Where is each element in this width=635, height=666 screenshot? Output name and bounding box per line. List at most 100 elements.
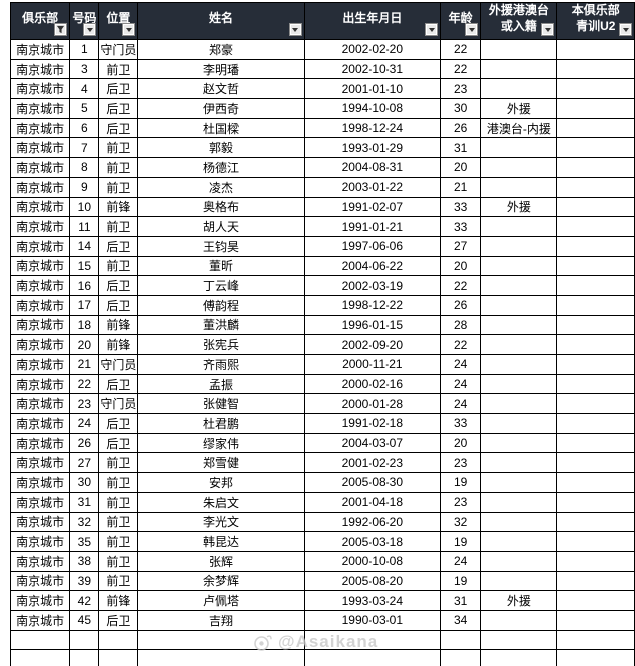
cell-number[interactable]: 21 (69, 354, 100, 375)
cell-age[interactable]: 24 (440, 393, 482, 415)
cell-foreign-status[interactable] (480, 39, 558, 60)
cell-name[interactable]: 凌杰 (137, 176, 305, 198)
cell-position[interactable]: 后卫 (98, 373, 139, 395)
filter-dropdown-icon[interactable] (122, 23, 136, 36)
cell-number[interactable]: 7 (69, 137, 100, 159)
cell-foreign-status[interactable] (480, 354, 558, 375)
cell-birthdate[interactable]: 1993-03-24 (303, 590, 442, 611)
cell-club[interactable]: 南京城市 (9, 354, 71, 375)
cell-birthdate[interactable]: 2004-03-07 (303, 432, 442, 454)
cell-name[interactable]: 张宪兵 (137, 334, 305, 355)
cell-number[interactable]: 1 (69, 39, 100, 60)
cell-name[interactable]: 王钧昊 (137, 235, 305, 257)
cell-youth[interactable] (556, 157, 635, 178)
cell-position[interactable]: 后卫 (98, 117, 139, 139)
cell-number[interactable]: 31 (69, 491, 100, 513)
cell-club[interactable]: 南京城市 (9, 491, 71, 513)
cell-foreign-status[interactable] (480, 491, 558, 513)
cell-club[interactable]: 南京城市 (9, 78, 71, 100)
cell-age[interactable]: 34 (440, 609, 482, 631)
cell-name[interactable]: 缪家伟 (137, 432, 305, 454)
cell-birthdate[interactable]: 2000-11-21 (303, 354, 442, 375)
cell-number[interactable]: 22 (69, 373, 100, 395)
cell-age[interactable]: 22 (440, 334, 482, 355)
cell-club[interactable]: 南京城市 (9, 39, 71, 60)
cell-birthdate[interactable]: 2001-02-23 (303, 452, 442, 474)
empty-cell[interactable] (303, 649, 442, 666)
cell-age[interactable]: 31 (440, 137, 482, 159)
cell-youth[interactable] (556, 255, 635, 277)
cell-club[interactable]: 南京城市 (9, 511, 71, 533)
cell-position[interactable]: 后卫 (98, 294, 139, 316)
cell-foreign-status[interactable] (480, 413, 558, 434)
cell-position[interactable]: 前卫 (98, 137, 139, 159)
cell-number[interactable]: 18 (69, 314, 100, 336)
cell-name[interactable]: 郭毅 (137, 137, 305, 159)
cell-birthdate[interactable]: 2000-02-16 (303, 373, 442, 395)
cell-foreign-status[interactable] (480, 235, 558, 257)
cell-number[interactable]: 35 (69, 531, 100, 552)
cell-club[interactable]: 南京城市 (9, 216, 71, 237)
cell-youth[interactable] (556, 590, 635, 611)
cell-youth[interactable] (556, 373, 635, 395)
cell-club[interactable]: 南京城市 (9, 137, 71, 159)
cell-number[interactable]: 42 (69, 590, 100, 611)
cell-position[interactable]: 前卫 (98, 176, 139, 198)
cell-age[interactable]: 20 (440, 157, 482, 178)
cell-club[interactable]: 南京城市 (9, 550, 71, 572)
empty-cell[interactable] (137, 629, 305, 651)
cell-name[interactable]: 朱启文 (137, 491, 305, 513)
cell-youth[interactable] (556, 294, 635, 316)
cell-club[interactable]: 南京城市 (9, 393, 71, 415)
cell-name[interactable]: 董洪麟 (137, 314, 305, 336)
cell-foreign-status[interactable] (480, 78, 558, 100)
cell-club[interactable]: 南京城市 (9, 373, 71, 395)
cell-youth[interactable] (556, 98, 635, 119)
cell-name[interactable]: 奥格布 (137, 196, 305, 218)
cell-position[interactable]: 守门员 (98, 393, 139, 415)
cell-foreign-status[interactable] (480, 550, 558, 572)
cell-club[interactable]: 南京城市 (9, 176, 71, 198)
empty-cell[interactable] (480, 629, 558, 651)
cell-birthdate[interactable]: 1998-12-22 (303, 294, 442, 316)
filter-dropdown-icon[interactable] (83, 23, 97, 36)
empty-cell[interactable] (440, 649, 482, 666)
cell-youth[interactable] (556, 432, 635, 454)
cell-position[interactable]: 前卫 (98, 58, 139, 80)
filter-dropdown-icon[interactable] (541, 23, 555, 36)
cell-name[interactable]: 郑雪健 (137, 452, 305, 474)
filter-dropdown-icon[interactable] (619, 23, 632, 36)
cell-number[interactable]: 8 (69, 157, 100, 178)
cell-name[interactable]: 赵文哲 (137, 78, 305, 100)
cell-age[interactable]: 19 (440, 531, 482, 552)
cell-number[interactable]: 20 (69, 334, 100, 355)
empty-cell[interactable] (440, 629, 482, 651)
cell-age[interactable]: 33 (440, 216, 482, 237)
cell-position[interactable]: 后卫 (98, 98, 139, 119)
cell-birthdate[interactable]: 1991-02-18 (303, 413, 442, 434)
cell-position[interactable]: 前卫 (98, 491, 139, 513)
filter-dropdown-icon[interactable] (425, 23, 439, 36)
cell-birthdate[interactable]: 2002-03-19 (303, 275, 442, 296)
cell-age[interactable]: 23 (440, 78, 482, 100)
cell-position[interactable]: 前卫 (98, 472, 139, 493)
cell-position[interactable]: 后卫 (98, 235, 139, 257)
cell-name[interactable]: 齐雨熙 (137, 354, 305, 375)
cell-youth[interactable] (556, 570, 635, 592)
cell-foreign-status[interactable] (480, 452, 558, 474)
cell-position[interactable]: 前锋 (98, 196, 139, 218)
cell-birthdate[interactable]: 2001-04-18 (303, 491, 442, 513)
empty-cell[interactable] (69, 629, 100, 651)
cell-position[interactable]: 前锋 (98, 334, 139, 355)
cell-foreign-status[interactable] (480, 373, 558, 395)
cell-age[interactable]: 23 (440, 491, 482, 513)
cell-position[interactable]: 后卫 (98, 432, 139, 454)
cell-club[interactable]: 南京城市 (9, 432, 71, 454)
cell-birthdate[interactable]: 2005-03-18 (303, 531, 442, 552)
cell-name[interactable]: 韩昆达 (137, 531, 305, 552)
cell-club[interactable]: 南京城市 (9, 235, 71, 257)
cell-youth[interactable] (556, 275, 635, 296)
cell-number[interactable]: 4 (69, 78, 100, 100)
cell-youth[interactable] (556, 314, 635, 336)
cell-birthdate[interactable]: 2002-02-20 (303, 39, 442, 60)
